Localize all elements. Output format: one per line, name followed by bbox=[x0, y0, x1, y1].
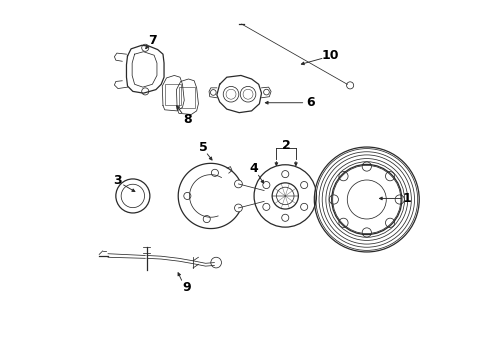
Text: 3: 3 bbox=[113, 174, 122, 186]
Text: 9: 9 bbox=[182, 280, 190, 293]
Bar bbox=[179, 87, 195, 108]
Text: 4: 4 bbox=[248, 162, 257, 175]
Text: 7: 7 bbox=[148, 34, 156, 47]
Text: 5: 5 bbox=[199, 141, 208, 154]
Text: 8: 8 bbox=[183, 113, 191, 126]
Text: 1: 1 bbox=[401, 192, 410, 205]
Text: 10: 10 bbox=[321, 49, 338, 62]
Text: 2: 2 bbox=[282, 139, 290, 152]
Text: 6: 6 bbox=[305, 96, 314, 109]
Bar bbox=[164, 84, 181, 105]
